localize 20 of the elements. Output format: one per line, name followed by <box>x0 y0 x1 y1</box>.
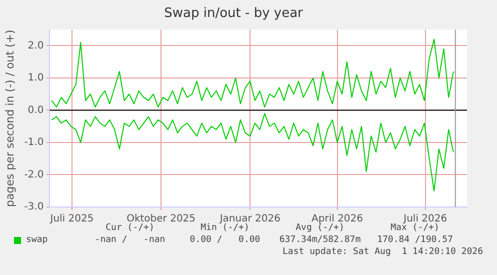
y-tick-label: -3.0 <box>24 202 44 213</box>
y-tick-label: 2.0 <box>28 40 44 52</box>
text: Cur (-/+) <box>106 223 154 233</box>
text: Min (-/+) <box>200 223 250 233</box>
legend-label: swap <box>25 235 48 245</box>
text: 0.00 / 0.00 <box>190 235 260 245</box>
text: 637.34m/582.87m <box>279 235 361 245</box>
y-tick-label: -2.0 <box>24 169 44 180</box>
text: Avg (-/+) <box>296 223 344 233</box>
y-axis-title: pages per second in (-) / out (+) <box>3 30 16 207</box>
x-tick-label: Januar 2026 <box>218 214 280 225</box>
y-tick-label: 1.0 <box>28 72 44 84</box>
chart-title: Swap in/out - by year <box>164 6 304 22</box>
text: Max (-/+) <box>390 223 440 233</box>
y-tick-label: -1.0 <box>24 137 44 148</box>
y-tick-label: 0.0 <box>28 104 44 116</box>
text: 170.84 /190.57 <box>377 235 453 245</box>
x-tick-label: Juli 2025 <box>49 214 94 225</box>
text: -nan / -nan <box>94 235 166 245</box>
text: Last update: Sat Aug 1 14:20:10 2026 <box>282 247 483 257</box>
